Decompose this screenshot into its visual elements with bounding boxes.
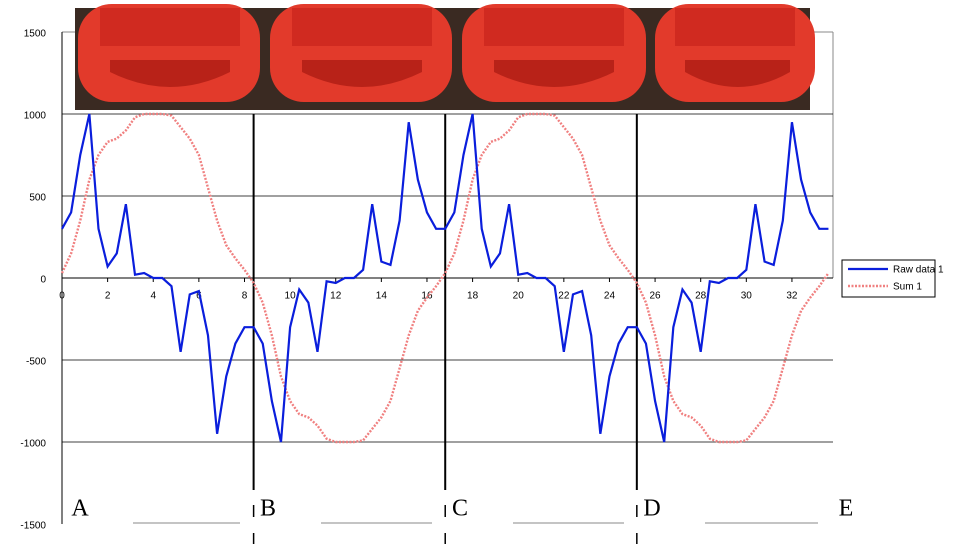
y-tick-label: -1000 <box>20 439 46 450</box>
x-tick-label: 26 <box>650 291 662 302</box>
x-tick-label: 10 <box>285 291 297 302</box>
photo-detail <box>110 60 790 87</box>
photo-detail <box>100 8 240 46</box>
x-tick-label: 30 <box>741 291 753 302</box>
y-tick-label: -500 <box>26 357 46 368</box>
x-tick-label: 24 <box>604 291 616 302</box>
y-tick-label: -1500 <box>20 521 46 532</box>
legend-label: Raw data 1 <box>893 265 944 276</box>
x-tick-label: 12 <box>330 291 342 302</box>
x-tick-label: 16 <box>421 291 433 302</box>
y-tick-label: 500 <box>29 193 46 204</box>
annotation: D <box>643 496 660 522</box>
annotation: B <box>260 496 276 522</box>
data-line <box>61 113 829 443</box>
legend <box>841 259 936 298</box>
x-tick-label: 28 <box>695 291 707 302</box>
x-tick-label: 32 <box>786 291 798 302</box>
annotation: C <box>452 496 468 522</box>
x-tick-label: 8 <box>242 291 248 302</box>
photo <box>75 4 815 110</box>
x-tick-label: 4 <box>150 291 156 302</box>
y-tick-label: 1000 <box>24 111 47 122</box>
legend-label: Sum 1 <box>893 282 922 293</box>
legend-box <box>841 259 936 298</box>
annotation: E <box>839 496 854 522</box>
x-tick-label: 0 <box>59 291 65 302</box>
photo-detail <box>292 8 432 46</box>
x-tick-label: 20 <box>513 291 525 302</box>
photo-detail <box>675 8 795 46</box>
y-tick-label: 1500 <box>24 29 47 40</box>
y-tick-label: 0 <box>40 275 46 286</box>
x-tick-label: 2 <box>105 291 111 302</box>
x-tick-label: 14 <box>376 291 388 302</box>
x-tick-label: 18 <box>467 291 479 302</box>
photo-detail <box>484 8 624 46</box>
x-tick-label: 22 <box>558 291 570 302</box>
annotation: A <box>71 496 89 522</box>
